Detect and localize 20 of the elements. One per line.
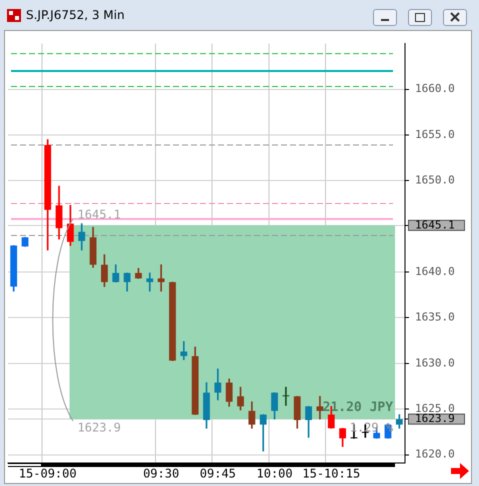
annotation: 1623.9 [78, 420, 121, 434]
y-tick-label: 1650.0 [415, 174, 455, 187]
y-tick-label: 1635.0 [415, 310, 455, 324]
y-tick-label: 1660.0 [415, 82, 455, 96]
x-tick-label: 15-09:00 [18, 466, 77, 480]
y-tick-label: 1623.9 [415, 412, 455, 425]
y-tick-label: 1640.0 [415, 264, 455, 278]
annotation: 21.20 JPY [322, 400, 394, 416]
x-tick-label: 15-10:15 [302, 466, 360, 480]
y-tick-label: 1655.0 [415, 128, 455, 141]
candlestick [316, 396, 324, 420]
x-tick-label: 09:45 [200, 466, 236, 480]
y-tick-label: 1625.0 [415, 402, 455, 415]
y-tick-label: 1620.0 [415, 448, 455, 461]
y-tick-label: 1630.0 [415, 356, 455, 370]
chart-title: S.JP.J6752, 3 Min [26, 8, 125, 22]
annotation: 1645.1 [78, 208, 121, 222]
x-tick-label: 10:00 [256, 466, 293, 480]
y-tick-label: 1645.1 [415, 218, 455, 232]
x-tick-label: 09:30 [143, 466, 180, 480]
